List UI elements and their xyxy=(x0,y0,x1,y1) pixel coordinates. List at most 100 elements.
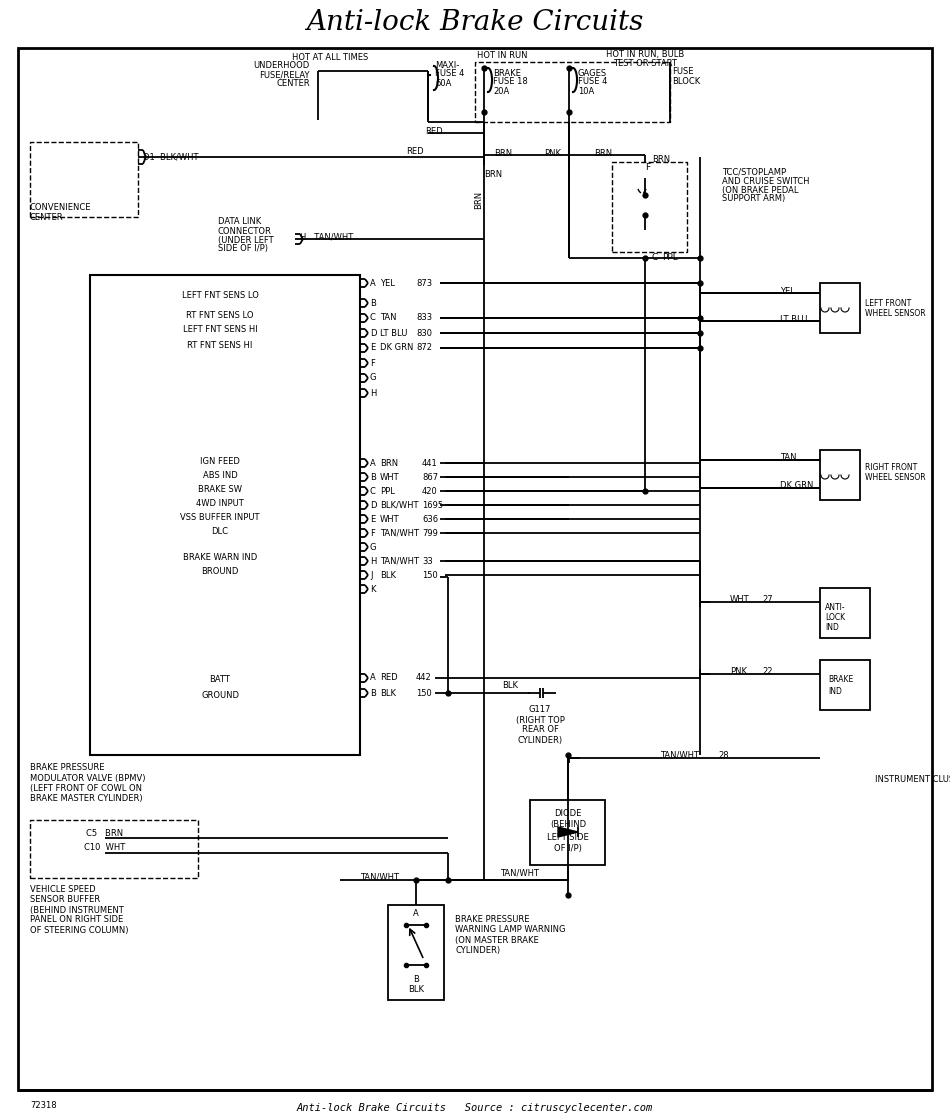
Text: TAN/WHT: TAN/WHT xyxy=(660,751,699,760)
Text: 150: 150 xyxy=(422,571,438,580)
Text: F: F xyxy=(370,528,375,537)
Bar xyxy=(820,450,860,500)
Text: VSS BUFFER INPUT: VSS BUFFER INPUT xyxy=(180,514,259,523)
Text: HOT IN RUN: HOT IN RUN xyxy=(477,51,527,60)
Text: RT FNT SENS LO: RT FNT SENS LO xyxy=(186,310,254,320)
Text: RT FNT SENS HI: RT FNT SENS HI xyxy=(187,340,253,349)
Text: A: A xyxy=(370,459,376,468)
Text: (UNDER LEFT: (UNDER LEFT xyxy=(218,235,274,244)
Text: BRN: BRN xyxy=(652,156,670,164)
Text: 72318: 72318 xyxy=(30,1100,57,1110)
Text: C10  WHT: C10 WHT xyxy=(85,844,125,853)
Text: TCC/STOPLAMP: TCC/STOPLAMP xyxy=(722,168,787,177)
Text: H: H xyxy=(370,556,376,565)
Text: B: B xyxy=(370,472,376,481)
Text: PPL: PPL xyxy=(380,487,395,496)
Bar xyxy=(820,283,860,333)
Text: BRAKE: BRAKE xyxy=(828,676,853,685)
Text: 830: 830 xyxy=(416,329,432,338)
Text: DLC: DLC xyxy=(212,527,229,536)
Text: H   TAN/WHT: H TAN/WHT xyxy=(300,233,353,242)
Text: BROUND: BROUND xyxy=(201,567,238,576)
Text: (BEHIND: (BEHIND xyxy=(550,820,586,829)
Text: 872: 872 xyxy=(416,344,432,352)
Text: C: C xyxy=(370,487,376,496)
Text: ANTI-: ANTI- xyxy=(825,603,846,612)
Text: BLK: BLK xyxy=(380,571,396,580)
Text: (BEHIND INSTRUMENT: (BEHIND INSTRUMENT xyxy=(30,905,124,914)
Text: PNK: PNK xyxy=(544,149,561,158)
Text: A: A xyxy=(370,674,376,683)
Text: RIGHT FRONT: RIGHT FRONT xyxy=(865,463,918,472)
Text: YEL: YEL xyxy=(780,286,795,295)
Text: BRN: BRN xyxy=(494,149,512,158)
Text: FUSE: FUSE xyxy=(672,67,694,76)
Text: SUPPORT ARM): SUPPORT ARM) xyxy=(722,195,786,204)
Text: C: C xyxy=(652,253,658,262)
Text: BRN: BRN xyxy=(594,149,612,158)
Text: REAR OF: REAR OF xyxy=(522,725,559,734)
Text: 799: 799 xyxy=(422,528,438,537)
Bar xyxy=(30,820,198,878)
Text: 867: 867 xyxy=(422,472,438,481)
Text: SENSOR BUFFER: SENSOR BUFFER xyxy=(30,895,100,904)
Text: AND CRUISE SWITCH: AND CRUISE SWITCH xyxy=(722,177,809,186)
Text: LT BLU: LT BLU xyxy=(380,329,408,338)
Text: F: F xyxy=(645,163,651,172)
Text: FUSE 4: FUSE 4 xyxy=(578,77,607,86)
Text: B: B xyxy=(370,688,376,697)
Text: RED: RED xyxy=(407,148,424,157)
Text: PNK: PNK xyxy=(730,668,747,677)
Text: BLOCK: BLOCK xyxy=(672,76,700,85)
Text: RED: RED xyxy=(380,674,398,683)
Text: BRAKE PRESSURE: BRAKE PRESSURE xyxy=(455,915,529,924)
Bar xyxy=(820,587,870,638)
Text: B: B xyxy=(413,976,419,985)
Bar xyxy=(612,162,687,252)
Text: F: F xyxy=(370,358,375,367)
Text: CONNECTOR: CONNECTOR xyxy=(218,226,272,235)
Text: CYLINDER): CYLINDER) xyxy=(455,946,500,955)
Text: VEHICLE SPEED: VEHICLE SPEED xyxy=(30,885,96,894)
Text: BLK: BLK xyxy=(502,681,518,690)
Text: CENTER: CENTER xyxy=(30,213,64,222)
Text: IGN FEED: IGN FEED xyxy=(200,458,240,467)
Text: BRN: BRN xyxy=(474,191,484,209)
Text: LEFT SIDE: LEFT SIDE xyxy=(547,833,589,841)
Text: UNDERHOOD: UNDERHOOD xyxy=(254,62,310,70)
Text: GAGES: GAGES xyxy=(578,68,607,77)
Text: BRAKE: BRAKE xyxy=(493,68,521,77)
Text: FUSE/RELAY: FUSE/RELAY xyxy=(259,70,310,79)
Text: BRAKE MASTER CYLINDER): BRAKE MASTER CYLINDER) xyxy=(30,793,142,802)
Text: BLK/WHT: BLK/WHT xyxy=(380,500,419,509)
Text: 28: 28 xyxy=(718,751,729,760)
Text: MODULATOR VALVE (BPMV): MODULATOR VALVE (BPMV) xyxy=(30,773,145,782)
Polygon shape xyxy=(558,827,578,837)
Bar xyxy=(820,660,870,709)
Bar xyxy=(388,905,444,1000)
Text: WHT: WHT xyxy=(380,515,400,524)
Text: H: H xyxy=(370,388,376,397)
Text: 150: 150 xyxy=(416,688,431,697)
Text: BRN: BRN xyxy=(380,459,398,468)
Text: ABS IND: ABS IND xyxy=(202,471,238,480)
Text: BLK: BLK xyxy=(408,986,424,995)
Text: E: E xyxy=(370,344,375,352)
Text: CENTER: CENTER xyxy=(276,79,310,88)
Text: LOCK: LOCK xyxy=(825,613,846,622)
Text: PANEL ON RIGHT SIDE: PANEL ON RIGHT SIDE xyxy=(30,915,124,924)
Text: DATA LINK: DATA LINK xyxy=(218,217,261,226)
Bar xyxy=(90,275,360,755)
Text: 636: 636 xyxy=(422,515,438,524)
Text: LEFT FNT SENS HI: LEFT FNT SENS HI xyxy=(182,326,257,335)
Text: IND: IND xyxy=(825,623,839,632)
Bar xyxy=(30,142,138,217)
Text: D1  BLK/WHT: D1 BLK/WHT xyxy=(143,152,199,161)
Text: A: A xyxy=(413,909,419,918)
Text: RED: RED xyxy=(426,126,443,135)
Text: C: C xyxy=(370,313,376,322)
Text: TEST OR START: TEST OR START xyxy=(613,58,677,67)
Text: BRAKE WARN IND: BRAKE WARN IND xyxy=(182,554,257,563)
Text: B: B xyxy=(370,299,376,308)
Text: CYLINDER): CYLINDER) xyxy=(518,735,562,744)
